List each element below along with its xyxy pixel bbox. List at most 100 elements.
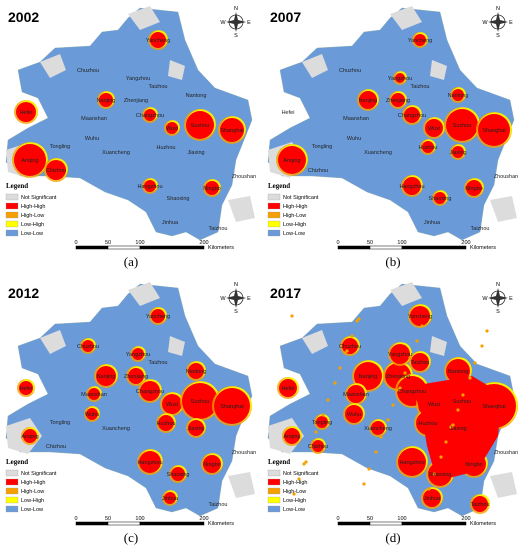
legend-swatch (5, 211, 19, 219)
compass-letter: E (509, 20, 513, 26)
city-label: Nanjing (359, 98, 378, 104)
city-label: Wuxi (428, 402, 440, 408)
high-high-cluster (414, 34, 426, 46)
high-low-spot (374, 450, 378, 454)
city-label: Ningbo (203, 462, 220, 468)
high-low-spot (456, 408, 460, 412)
city-label: Jinhua (424, 220, 441, 226)
high-low-spot (302, 462, 306, 466)
scale-tick: 200 (199, 516, 208, 522)
city-label: Xuancheng (364, 426, 392, 432)
high-high-cluster (423, 489, 441, 507)
city-label: Nantong (186, 93, 207, 99)
compass-star (488, 288, 508, 308)
city-label: Chizhou (308, 444, 328, 450)
city-label: Changzhou (136, 113, 164, 119)
city-label: Shanghai (220, 404, 243, 410)
high-low-spot (379, 435, 383, 439)
legend-swatch (267, 478, 281, 486)
high-low-spot (304, 460, 308, 464)
city-label: Nanjing (97, 374, 116, 380)
city-label: Yancheng (146, 314, 170, 320)
scale-segment (369, 245, 403, 250)
city-label: Huzhou (157, 145, 176, 151)
compass-letter: W (220, 20, 226, 26)
compass-letter: N (496, 6, 500, 12)
city-label: Zhoushan (232, 450, 256, 456)
scale-tick: 0 (74, 240, 77, 246)
city-label: Tongling (312, 420, 333, 426)
high-low-spot (432, 472, 436, 476)
panel-label: (c) (124, 530, 138, 545)
city-label: Chizhou (46, 444, 66, 450)
high-high-cluster (96, 366, 116, 386)
city-label: Changzhou (136, 389, 164, 395)
not-significant-region (40, 330, 66, 354)
city-label: Maanshan (81, 392, 107, 398)
city-label: Taizhou (411, 84, 430, 90)
legend-swatch (5, 202, 19, 210)
high-low-spot (427, 487, 431, 491)
map-panel: Yancheng Chuzhou Yangzhou Taizhou Hefei Nanji… (5, 282, 256, 545)
high-high-cluster (88, 388, 100, 400)
not-significant-region (228, 196, 255, 222)
scale-tick: 200 (199, 240, 208, 246)
high-low-spot (408, 356, 412, 360)
legend-title: Legend (268, 458, 290, 466)
city-label: Xuancheng (102, 150, 130, 156)
high-low-spot (444, 440, 448, 444)
legend-label: Not Significant (21, 471, 57, 477)
scale-tick: 0 (336, 516, 339, 522)
high-high-cluster (151, 309, 165, 323)
high-high-cluster (452, 89, 464, 101)
legend-label: High-Low (283, 213, 306, 219)
legend-label: Low-Low (283, 507, 305, 513)
city-label: Taizhou (471, 226, 490, 232)
high-low-spot (451, 423, 455, 427)
legend-swatch (5, 220, 19, 228)
high-high-cluster (390, 344, 410, 364)
scale-segment (75, 245, 109, 250)
legend-label: Not Significant (283, 471, 319, 477)
city-label: Anqing (21, 158, 38, 164)
legend-label: Not Significant (21, 195, 57, 201)
high-high-cluster (354, 362, 382, 390)
legend-label: High-Low (283, 489, 306, 495)
legend-swatch (267, 193, 281, 201)
high-low-spot (326, 398, 330, 402)
city-label: Yancheng (146, 38, 170, 44)
scale-unit: Kilometers (208, 245, 234, 251)
city-label: Chizhou (46, 168, 66, 174)
compass-letter: N (496, 282, 500, 288)
legend-swatch (267, 496, 281, 504)
high-high-cluster (472, 496, 488, 512)
high-high-cluster (132, 348, 144, 360)
city-label: Hangzhou (137, 184, 162, 190)
city-label: Maanshan (343, 392, 369, 398)
high-high-cluster (347, 385, 365, 403)
compass-star (488, 12, 508, 32)
city-label: Anqing (283, 158, 300, 164)
high-high-cluster (158, 415, 174, 431)
high-low-spot (398, 386, 402, 390)
scale-segment (337, 245, 371, 250)
city-label: Shanghai (220, 128, 243, 134)
high-high-cluster (452, 146, 464, 158)
high-high-cluster (166, 122, 178, 134)
year: 2012 (8, 285, 39, 301)
legend-swatch (267, 469, 281, 477)
scale-segment (401, 521, 467, 526)
map-panel: Yancheng Chuzhou Yangzhou Taizhou Hefei Nanji… (267, 6, 518, 269)
high-high-cluster (214, 388, 250, 424)
scale-tick: 50 (105, 516, 111, 522)
high-high-cluster (404, 107, 420, 123)
compass-star (226, 12, 246, 32)
high-low-spot (338, 366, 342, 370)
legend-label: High-Low (21, 489, 44, 495)
city-label: Suzhou (191, 399, 210, 405)
city-label: Taizhou (149, 84, 168, 90)
high-high-cluster (99, 93, 113, 107)
scale-segment (75, 521, 109, 526)
city-label: Hangzhou (137, 460, 162, 466)
